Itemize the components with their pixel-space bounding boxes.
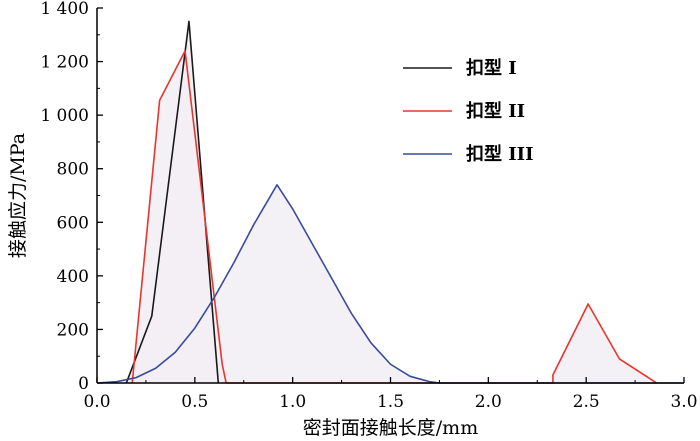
x-tick-label: 1.5 [377, 392, 404, 412]
series-fill-group [97, 21, 684, 384]
y-tick-label: 200 [57, 320, 89, 340]
series-fill-3 [97, 184, 684, 383]
legend-label-3: 扣型 III [466, 143, 534, 165]
y-axis-title: 接触应力/MPa [7, 133, 29, 258]
tick-label-group: 0.0 0.5 1.0 1.5 2.0 2.5 3.0 0 200 400 600 800 1 000 1… [40, 0, 697, 412]
y-tick-label: 800 [57, 160, 89, 180]
legend-label-2: 扣型 II [466, 100, 525, 122]
series-line-3 [96, 183, 684, 384]
y-tick-label: 1 000 [40, 106, 89, 126]
x-tick-label: 2.5 [573, 392, 600, 412]
x-tick-label: 2.0 [475, 392, 502, 412]
x-tick-label: 0.0 [83, 392, 110, 412]
x-tick-label: 3.0 [670, 392, 697, 412]
y-tick-label: 1 400 [40, 0, 89, 19]
x-axis-title: 密封面接触长度/mm [303, 417, 478, 439]
axes-group [96, 7, 685, 384]
x-tick-label: 1.0 [279, 392, 306, 412]
y-tick-label: 600 [57, 213, 89, 233]
x-tick-label: 0.5 [181, 392, 208, 412]
y-tick-label: 400 [57, 267, 89, 287]
chart-legend: 扣型 I 扣型 II 扣型 III [403, 57, 534, 165]
y-tick-label: 0 [78, 374, 89, 394]
y-tick-label: 1 200 [40, 53, 89, 73]
legend-label-1: 扣型 I [466, 57, 517, 79]
